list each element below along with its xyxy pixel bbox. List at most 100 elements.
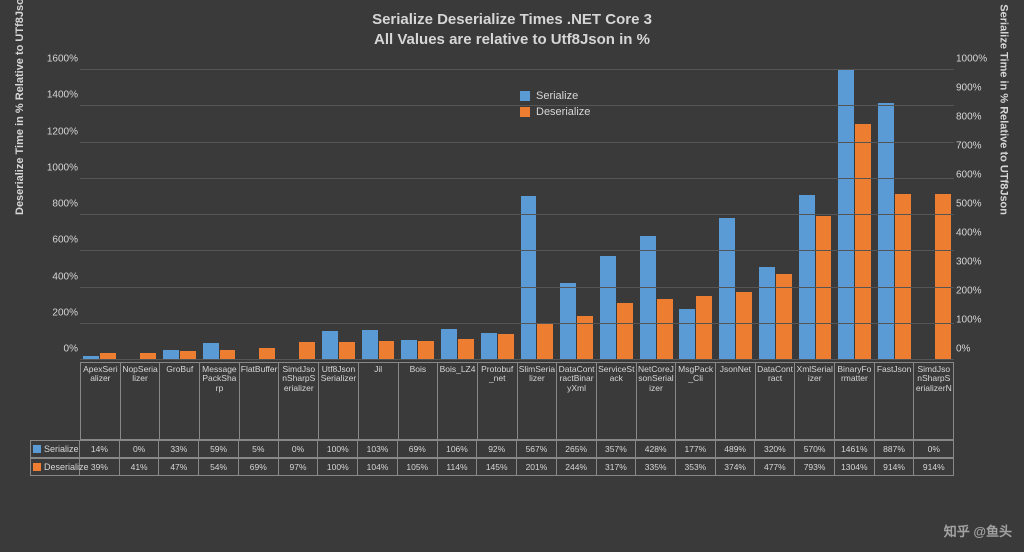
y-right-tick: 300%: [956, 257, 994, 268]
data-cell: 374%: [716, 458, 756, 476]
x-label: JsonNet: [716, 362, 756, 440]
x-axis: ApexSerializerNopSerializerGroBufMessage…: [80, 362, 954, 440]
data-cell: 914%: [914, 458, 954, 476]
row-label: Serialize: [44, 444, 79, 454]
bar-deserialize: [537, 324, 553, 360]
category: [318, 70, 358, 360]
title-line-1: Serialize Deserialize Times .NET Core 3: [0, 10, 1024, 30]
category: [835, 70, 875, 360]
category: [716, 70, 756, 360]
y-right-tick: 800%: [956, 112, 994, 123]
bar-serialize: [401, 340, 417, 360]
x-label: DataContractBinaryXml: [557, 362, 597, 440]
bar-serialize: [679, 309, 695, 360]
bar-serialize: [441, 329, 457, 360]
x-label: GroBuf: [160, 362, 200, 440]
data-cell: 320%: [755, 440, 795, 458]
data-cell: 201%: [517, 458, 557, 476]
gridline: [80, 178, 954, 179]
watermark: 知乎 @鱼头: [944, 521, 1012, 540]
category: [676, 70, 716, 360]
legend-label-deserialize: Deserialize: [536, 106, 590, 118]
chart-title: Serialize Deserialize Times .NET Core 3 …: [0, 0, 1024, 51]
data-cell: 914%: [875, 458, 915, 476]
bar-serialize: [362, 330, 378, 360]
data-cell: 5%: [239, 440, 279, 458]
x-label: FastJson: [875, 362, 915, 440]
data-cell: 105%: [398, 458, 438, 476]
y-left-tick: 0%: [40, 344, 78, 355]
x-label: BinaryFormatter: [835, 362, 875, 440]
y-right-tick: 0%: [956, 344, 994, 355]
data-cell: 477%: [755, 458, 795, 476]
category: [795, 70, 835, 360]
bar-serialize: [838, 70, 854, 360]
data-cell: 177%: [676, 440, 716, 458]
bar-deserialize: [816, 216, 832, 360]
legend-swatch-deserialize: [520, 107, 530, 117]
y-axis-right: 0%100%200%300%400%500%600%700%800%900%10…: [956, 70, 994, 360]
x-label: SimdJsonSharpSerializerN: [914, 362, 954, 440]
data-cell: 97%: [279, 458, 319, 476]
data-cell: 570%: [795, 440, 835, 458]
data-cell: 14%: [80, 440, 120, 458]
data-cell: 33%: [159, 440, 199, 458]
data-cell: 145%: [477, 458, 517, 476]
x-label: NetCoreJsonSerializer: [637, 362, 677, 440]
bar-deserialize: [935, 194, 951, 360]
x-label: Utf8JsonSerializer: [319, 362, 359, 440]
y-left-tick: 1400%: [40, 90, 78, 101]
bar-deserialize: [736, 292, 752, 360]
legend-label-serialize: Serialize: [536, 90, 578, 102]
category: [914, 70, 954, 360]
category: [199, 70, 239, 360]
x-label: DataContract: [756, 362, 796, 440]
category: [80, 70, 120, 360]
category: [239, 70, 279, 360]
data-cell: 54%: [199, 458, 239, 476]
y-right-tick: 1000%: [956, 54, 994, 65]
x-label: XmlSerializer: [795, 362, 835, 440]
data-cell: 567%: [517, 440, 557, 458]
table-row: Serialize14%0%33%59%5%0%100%103%69%106%9…: [30, 440, 954, 458]
category: [398, 70, 438, 360]
data-cell: 244%: [557, 458, 597, 476]
y-axis-left-label: Deserialize Time in % Relative to UTf8Js…: [14, 0, 26, 215]
bar-deserialize: [379, 341, 395, 360]
data-cell: 0%: [120, 440, 160, 458]
data-cell: 47%: [159, 458, 199, 476]
bar-deserialize: [458, 339, 474, 360]
bar-serialize: [799, 195, 815, 360]
data-cell: 0%: [914, 440, 954, 458]
bar-deserialize: [299, 342, 315, 360]
data-cell: 887%: [875, 440, 915, 458]
gridline: [80, 69, 954, 70]
data-table: Serialize14%0%33%59%5%0%100%103%69%106%9…: [30, 440, 954, 476]
category: [636, 70, 676, 360]
chart-container: Serialize Deserialize Times .NET Core 3 …: [0, 0, 1024, 552]
gridline: [80, 287, 954, 288]
y-left-tick: 400%: [40, 271, 78, 282]
title-line-2: All Values are relative to Utf8Json in %: [0, 30, 1024, 50]
y-left-tick: 600%: [40, 235, 78, 246]
x-label: Bois: [399, 362, 439, 440]
bar-deserialize: [498, 334, 514, 360]
y-left-tick: 1200%: [40, 126, 78, 137]
data-cell: 104%: [358, 458, 398, 476]
x-label: MsgPack_Cli: [676, 362, 716, 440]
gridline: [80, 142, 954, 143]
data-cell: 39%: [80, 458, 120, 476]
x-label: Jil: [359, 362, 399, 440]
data-cell: 92%: [477, 440, 517, 458]
category: [120, 70, 160, 360]
bar-serialize: [719, 218, 735, 360]
category: [358, 70, 398, 360]
y-left-tick: 1600%: [40, 54, 78, 65]
y-left-tick: 200%: [40, 307, 78, 318]
bar-serialize: [521, 196, 537, 360]
bar-serialize: [759, 267, 775, 360]
bar-serialize: [203, 343, 219, 360]
data-cell: 335%: [636, 458, 676, 476]
row-header: Serialize: [30, 440, 80, 458]
data-cell: 357%: [597, 440, 637, 458]
